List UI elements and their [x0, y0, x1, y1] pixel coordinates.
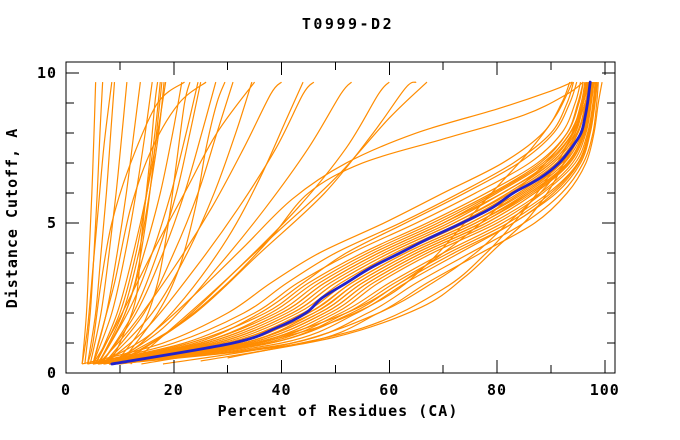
y-tick-label: 5 — [47, 214, 57, 232]
y-tick-label: 0 — [47, 364, 57, 382]
x-tick-label: 40 — [271, 381, 291, 399]
model-curves — [81, 81, 603, 365]
x-tick-label: 20 — [164, 381, 184, 399]
plot-frame — [65, 61, 616, 374]
x-tick-label: 60 — [379, 381, 399, 399]
highlighted-model-curve — [110, 80, 592, 366]
y-tick-label: 10 — [37, 64, 57, 82]
chart-title: T0999-D2 — [302, 15, 394, 33]
x-tick-label: 0 — [61, 381, 71, 399]
axis-ticks — [65, 62, 615, 374]
x-tick-label: 80 — [487, 381, 507, 399]
tick-labels: 0 20 40 60 80 100 0 5 10 — [37, 64, 620, 399]
x-axis-label: Percent of Residues (CA) — [218, 402, 459, 420]
y-axis-label: Distance Cutoff, A — [3, 128, 21, 309]
x-tick-label: 100 — [590, 381, 620, 399]
